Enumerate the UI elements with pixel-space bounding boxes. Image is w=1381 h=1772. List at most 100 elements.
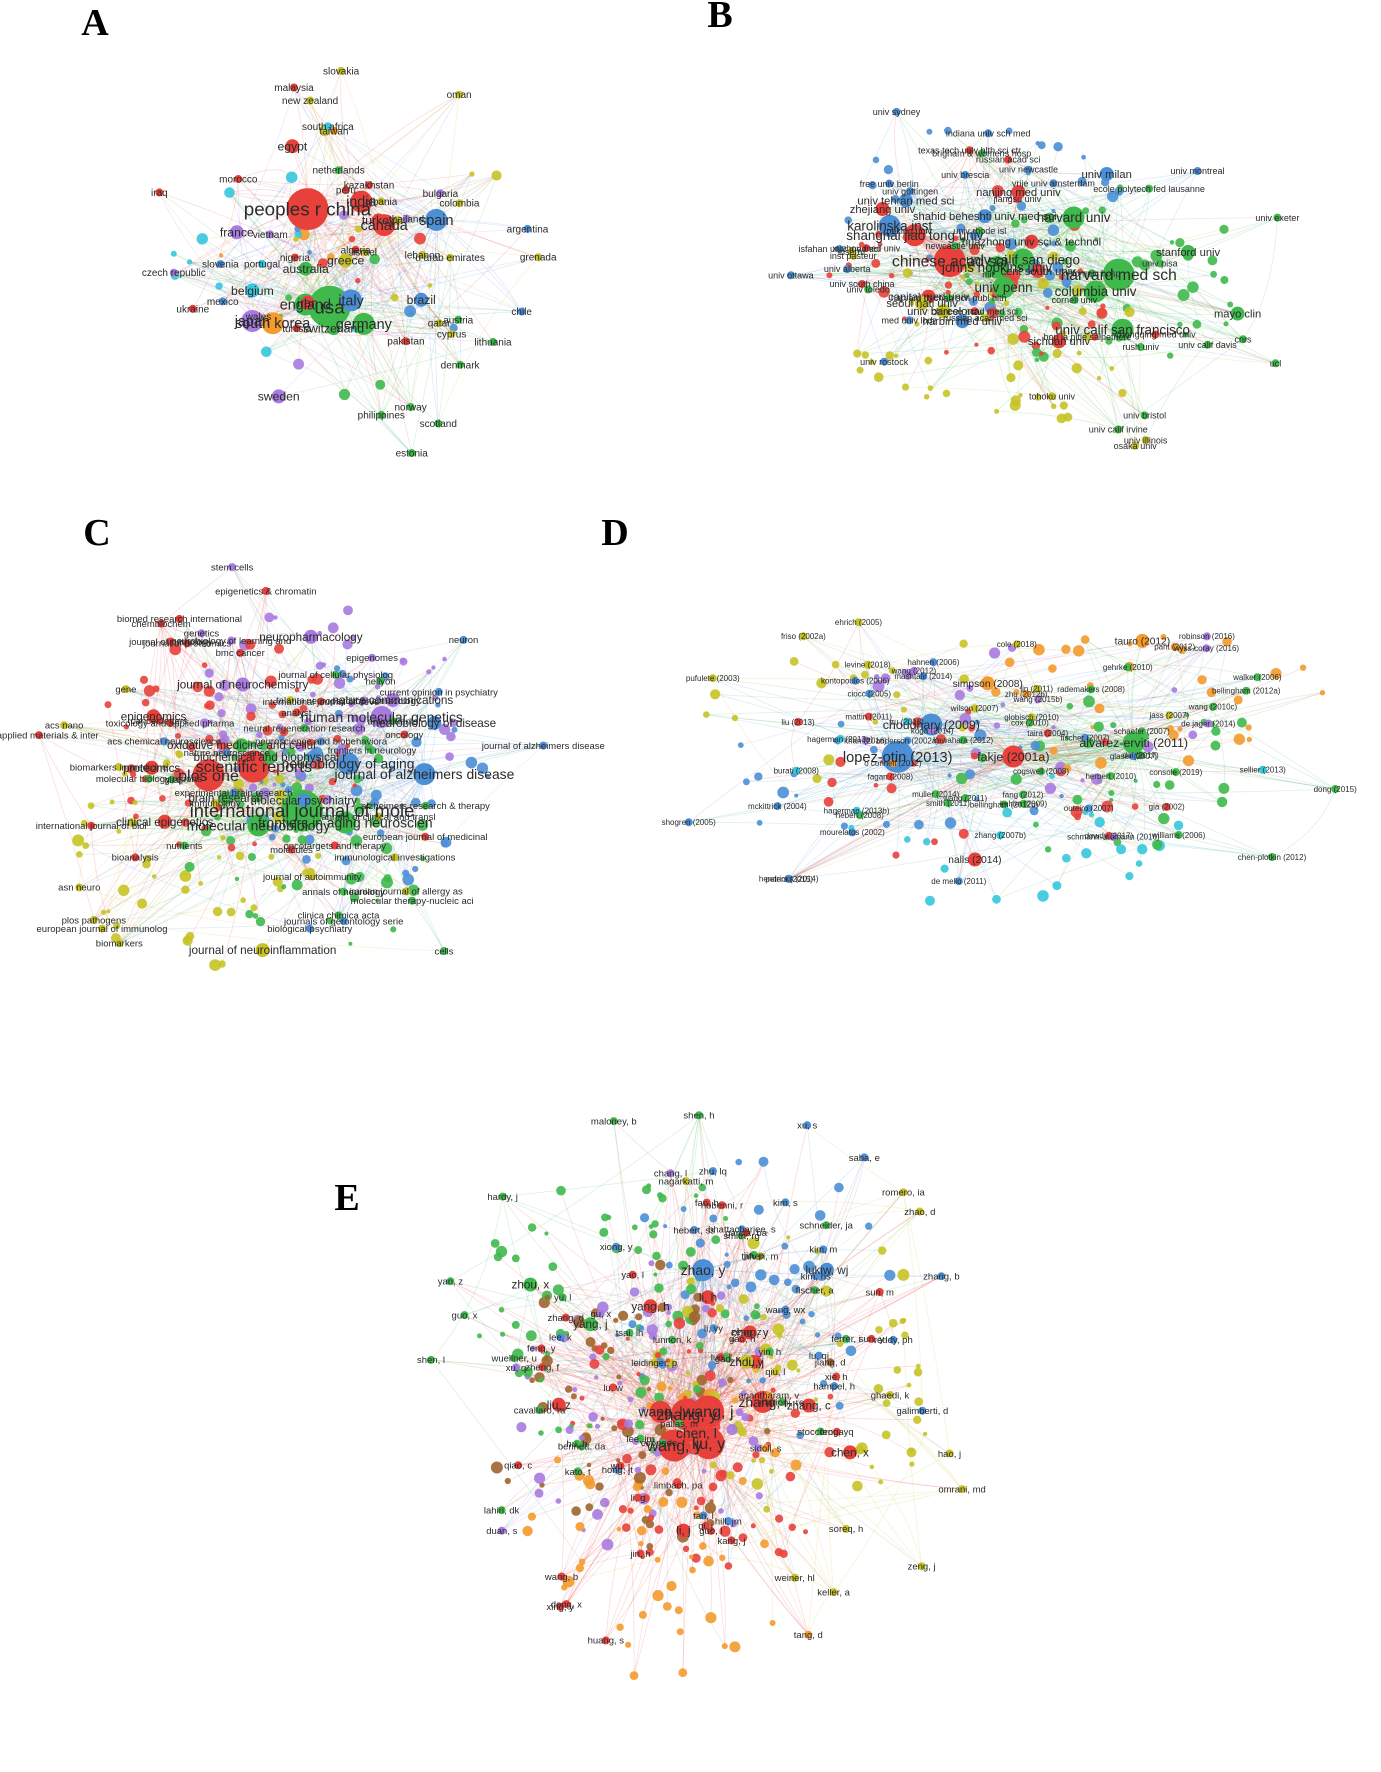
edge: [296, 258, 375, 329]
edge: [350, 173, 473, 301]
edge: [928, 296, 1244, 340]
node: [964, 272, 970, 279]
node: [300, 776, 305, 781]
node-label: biomarkers in medicine: [70, 762, 168, 773]
node: [737, 742, 744, 748]
node-label: qatar: [428, 319, 451, 330]
node: [431, 665, 436, 670]
edge: [996, 834, 1179, 900]
node-label: czech republic: [142, 268, 206, 279]
node: [370, 789, 382, 801]
edge: [307, 94, 460, 210]
node: [1245, 724, 1252, 731]
node: [209, 959, 222, 971]
node-label: sun, m: [865, 1287, 894, 1298]
edge: [889, 170, 1198, 227]
node-label: brazil: [407, 293, 436, 307]
edge: [261, 263, 412, 454]
node: [823, 796, 834, 807]
node-label: weiner, hl: [774, 1573, 815, 1584]
node: [754, 1303, 760, 1310]
node-label: yu, l: [554, 1293, 571, 1304]
edge: [411, 257, 451, 454]
node: [570, 1393, 577, 1400]
edge: [361, 201, 539, 258]
node: [245, 283, 260, 298]
node-label: zhang, d: [547, 1313, 583, 1324]
node: [763, 1505, 771, 1513]
node: [261, 312, 284, 335]
node: [254, 312, 263, 321]
node: [837, 720, 845, 728]
edge: [380, 175, 497, 416]
node: [1042, 287, 1053, 298]
edge: [303, 232, 423, 256]
node-label: gene: [115, 685, 136, 696]
edge: [449, 175, 497, 258]
node: [709, 1214, 718, 1223]
node: [592, 1509, 603, 1520]
node: [240, 897, 246, 903]
node-label: international journal of biol: [36, 821, 147, 832]
node: [601, 1213, 609, 1222]
node: [1207, 255, 1218, 266]
node: [1094, 703, 1105, 714]
node: [827, 777, 837, 788]
node-label: lahiri, dk: [484, 1505, 520, 1516]
node-label: antioxidants: [367, 716, 418, 727]
node-label: mit: [982, 269, 994, 279]
node-label: wales: [245, 312, 272, 323]
node: [897, 1268, 910, 1281]
node: [1105, 337, 1113, 345]
edge: [889, 225, 1014, 340]
node: [1076, 350, 1082, 356]
node-label: shogren (2005): [662, 818, 717, 827]
edge: [984, 142, 1038, 217]
edge: [987, 133, 1119, 275]
node: [534, 253, 543, 262]
node: [1107, 190, 1119, 202]
edge: [303, 234, 407, 342]
node: [595, 1482, 604, 1491]
node-label: mayo clin: [1214, 309, 1261, 321]
node: [662, 1602, 672, 1611]
node: [966, 278, 973, 285]
edge: [360, 201, 422, 301]
node: [1219, 224, 1229, 234]
node-label: guo, x: [452, 1311, 478, 1322]
node-label: nigeria: [280, 253, 310, 264]
node-label: kazakhstan: [344, 181, 395, 192]
node: [622, 1523, 631, 1532]
edge: [914, 150, 970, 236]
node-label: kontopoulos (2006): [821, 677, 890, 686]
node: [636, 1526, 647, 1536]
node: [989, 205, 996, 212]
edge: [851, 132, 989, 252]
node: [434, 419, 443, 428]
edge: [969, 149, 1119, 275]
edge: [1021, 205, 1119, 275]
edge: [889, 225, 1138, 263]
node: [1033, 821, 1039, 828]
node: [754, 772, 763, 781]
node: [348, 235, 356, 243]
node: [618, 1505, 628, 1514]
node-label: molecules: [270, 845, 313, 856]
node: [1044, 782, 1056, 795]
node: [264, 612, 275, 623]
edge: [909, 190, 1053, 397]
node-label: univ rhode isl: [953, 226, 1006, 236]
node-label: zhao, y: [681, 1262, 726, 1278]
node: [695, 1341, 704, 1350]
edge: [305, 94, 460, 299]
node: [369, 253, 381, 265]
node: [1100, 303, 1106, 309]
edge: [383, 224, 411, 312]
node: [1072, 794, 1083, 805]
node-label: univ sydney: [873, 107, 921, 117]
node-label: newcastle univ: [926, 241, 986, 251]
node: [1080, 778, 1085, 783]
node-label: hellyon: [365, 676, 395, 687]
node: [399, 657, 405, 663]
